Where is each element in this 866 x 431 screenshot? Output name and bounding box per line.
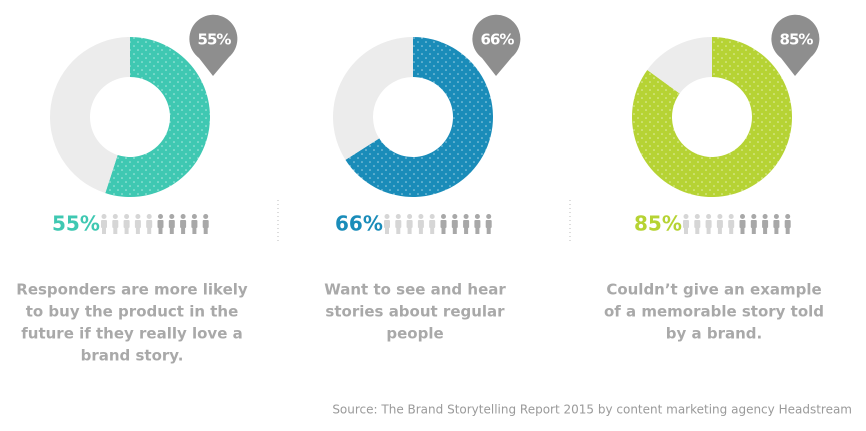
donut-segment xyxy=(647,37,712,94)
person-icon xyxy=(112,214,119,234)
person-icon xyxy=(451,214,458,234)
caption-line: people xyxy=(386,325,443,343)
percent-label: 66% xyxy=(335,212,383,236)
donut-segment xyxy=(49,37,131,194)
person-icon xyxy=(168,214,175,234)
person-icon xyxy=(101,214,107,234)
person-icon xyxy=(739,214,746,234)
caption-line: to buy the product in the xyxy=(26,303,239,321)
person-icon xyxy=(395,214,402,234)
caption-line: future if they really love a xyxy=(21,325,242,343)
person-icon xyxy=(191,214,198,234)
person-icon xyxy=(784,214,791,234)
donut-segment xyxy=(333,37,413,160)
person-icon xyxy=(773,214,780,234)
source: Source: The Brand Storytelling Report 20… xyxy=(332,403,852,417)
donut-segment xyxy=(105,37,210,197)
person-icon xyxy=(683,214,689,234)
person-icon xyxy=(750,214,757,234)
donut-segment xyxy=(632,37,792,197)
person-icon xyxy=(180,214,187,234)
person-icon xyxy=(463,214,470,234)
person-icon xyxy=(417,214,424,234)
callout-label: 66% xyxy=(481,31,515,49)
donut-segment xyxy=(345,37,493,197)
person-icon xyxy=(384,214,390,234)
person-icon xyxy=(716,214,723,234)
callout-label: 85% xyxy=(780,31,814,49)
caption-line: stories about regular xyxy=(325,303,505,321)
person-icon xyxy=(134,214,141,234)
caption-line: of a memorable story told xyxy=(604,303,824,321)
caption-line: Couldn’t give an example xyxy=(606,281,821,299)
person-icon xyxy=(202,214,209,234)
person-icon xyxy=(474,214,481,234)
person-icon xyxy=(485,214,492,234)
person-icon xyxy=(146,214,153,234)
callout-bubble xyxy=(771,14,820,76)
person-icon xyxy=(762,214,769,234)
caption-line: Responders are more likely xyxy=(16,281,248,299)
person-icon xyxy=(157,214,164,234)
person-icon xyxy=(705,214,712,234)
person-icon xyxy=(728,214,735,234)
person-icon xyxy=(694,214,701,234)
person-icon xyxy=(123,214,130,234)
person-icon xyxy=(406,214,413,234)
callout-bubble xyxy=(472,14,521,76)
caption-line: by a brand. xyxy=(666,325,762,343)
percent-label: 55% xyxy=(52,212,100,236)
callout-bubble xyxy=(189,14,238,76)
caption-line: Want to see and hear xyxy=(324,281,506,299)
callout-label: 55% xyxy=(198,31,232,49)
person-icon xyxy=(440,214,447,234)
percent-label: 85% xyxy=(634,212,682,236)
person-icon xyxy=(429,214,436,234)
caption-line: brand story. xyxy=(81,347,184,365)
